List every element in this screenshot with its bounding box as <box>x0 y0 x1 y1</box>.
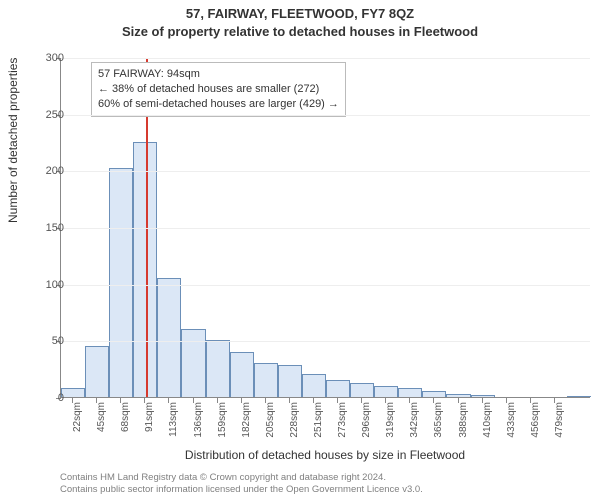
histogram-bar <box>422 391 446 397</box>
histogram-bar <box>350 383 374 397</box>
y-tick-label: 100 <box>34 279 64 291</box>
x-tick-label: 433sqm <box>506 402 517 452</box>
y-tick-label: 0 <box>34 392 64 404</box>
histogram-bar <box>398 388 422 397</box>
x-tick-label: 45sqm <box>96 402 107 452</box>
histogram-bar <box>157 278 181 397</box>
x-tick-label: 273sqm <box>337 402 348 452</box>
annotation-box: 57 FAIRWAY: 94sqm ← 38% of detached hous… <box>91 62 346 117</box>
histogram-bar <box>326 380 350 397</box>
x-tick-label: 68sqm <box>120 402 131 452</box>
histogram-bar <box>109 168 133 397</box>
x-tick-label: 228sqm <box>289 402 300 452</box>
histogram-bar <box>471 395 495 397</box>
plot-area: 57 FAIRWAY: 94sqm ← 38% of detached hous… <box>60 58 590 398</box>
histogram-bar <box>206 340 230 397</box>
x-tick-label: 159sqm <box>217 402 228 452</box>
histogram-bar <box>446 394 470 397</box>
x-tick-label: 410sqm <box>482 402 493 452</box>
y-tick-label: 250 <box>34 109 64 121</box>
x-tick-label: 205sqm <box>265 402 276 452</box>
y-tick-label: 150 <box>34 222 64 234</box>
grid-line <box>61 171 590 172</box>
y-axis-label: Number of detached properties <box>6 58 20 223</box>
y-tick-label: 200 <box>34 165 64 177</box>
x-tick-label: 342sqm <box>409 402 420 452</box>
histogram-bar <box>567 396 591 397</box>
x-tick-label: 388sqm <box>458 402 469 452</box>
footer-line-1: Contains HM Land Registry data © Crown c… <box>60 472 590 484</box>
histogram-bar <box>85 346 109 397</box>
histogram-bar <box>302 374 326 397</box>
x-tick-label: 182sqm <box>241 402 252 452</box>
histogram-bar <box>61 388 85 397</box>
grid-line <box>61 228 590 229</box>
annotation-line-3: 60% of semi-detached houses are larger (… <box>98 97 339 112</box>
footer-line-2: Contains public sector information licen… <box>60 484 590 496</box>
x-tick-label: 456sqm <box>530 402 541 452</box>
x-tick-label: 296sqm <box>361 402 372 452</box>
x-tick-label: 136sqm <box>193 402 204 452</box>
y-tick-label: 300 <box>34 52 64 64</box>
chart-title-sub: Size of property relative to detached ho… <box>0 24 600 39</box>
annotation-line-2: ← 38% of detached houses are smaller (27… <box>98 82 339 97</box>
chart-title-main: 57, FAIRWAY, FLEETWOOD, FY7 8QZ <box>0 6 600 21</box>
annotation-line-1: 57 FAIRWAY: 94sqm <box>98 67 339 82</box>
y-tick-label: 50 <box>34 335 64 347</box>
histogram-bar <box>254 363 278 397</box>
x-tick-label: 22sqm <box>72 402 83 452</box>
chart-container: 57, FAIRWAY, FLEETWOOD, FY7 8QZ Size of … <box>0 0 600 500</box>
x-tick-label: 365sqm <box>433 402 444 452</box>
x-tick-label: 91sqm <box>144 402 155 452</box>
x-tick-label: 319sqm <box>385 402 396 452</box>
x-tick-label: 251sqm <box>313 402 324 452</box>
histogram-bar <box>374 386 398 397</box>
grid-line <box>61 341 590 342</box>
x-tick-label: 113sqm <box>168 402 179 452</box>
grid-line <box>61 58 590 59</box>
grid-line <box>61 285 590 286</box>
histogram-bar <box>278 365 302 397</box>
footer-attribution: Contains HM Land Registry data © Crown c… <box>60 472 590 496</box>
histogram-bar <box>181 329 205 397</box>
grid-line <box>61 115 590 116</box>
x-tick-label: 479sqm <box>554 402 565 452</box>
histogram-bar <box>230 352 254 397</box>
